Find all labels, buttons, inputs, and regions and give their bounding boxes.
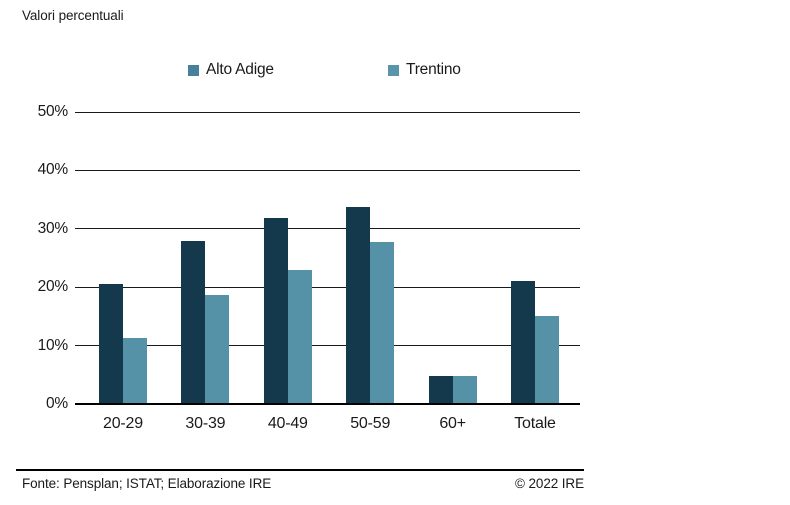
bar-alto-adige-20-29: [99, 284, 123, 404]
bar-group-30-39: [181, 241, 230, 404]
legend-label-trentino: Trentino: [406, 61, 461, 78]
y-tick-40: 40%: [37, 161, 69, 179]
bar-group-40-49: [263, 217, 312, 404]
y-axis: 0% 10% 20% 30% 40% 50%: [14, 104, 69, 412]
x-tick-50-59: 50-59: [350, 415, 391, 432]
gridline-10%: [75, 345, 580, 347]
gridline-20%: [75, 286, 580, 288]
y-tick-50: 50%: [37, 103, 69, 120]
x-tick-40-49: 40-49: [267, 415, 308, 432]
bar-trentino-50-59: [370, 242, 395, 404]
gridline-50%: [75, 111, 580, 113]
legend: Alto Adige Trentino: [0, 61, 790, 81]
bar-alto-adige-totale: [511, 281, 535, 404]
y-tick-20: 20%: [37, 278, 69, 296]
x-tick-20-29: 20-29: [103, 415, 143, 432]
y-tick-10: 10%: [37, 336, 69, 354]
x-axis-line: [75, 402, 580, 405]
footer-copyright: © 2022 IRE: [515, 476, 584, 491]
bar-trentino-30-39: [205, 294, 230, 404]
bar-group-50-59: [346, 207, 395, 404]
legend-marker-alto-adige: [188, 64, 199, 76]
bar-trentino-20-29: [123, 338, 147, 404]
y-tick-30: 30%: [37, 219, 69, 237]
footer-divider: [16, 469, 584, 471]
x-tick-totale: Totale: [514, 415, 556, 432]
bar-alto-adige-60-: [428, 376, 453, 404]
bar-alto-adige-30-39: [181, 241, 206, 404]
bar-trentino-60-: [452, 376, 477, 404]
bar-trentino-totale: [535, 315, 559, 404]
legend-item-trentino: Trentino: [388, 61, 461, 79]
y-tick-0: 0%: [45, 395, 68, 412]
legend-marker-trentino: [388, 64, 399, 76]
x-tick-60-: 60+: [439, 415, 466, 432]
legend-label-alto-adige: Alto Adige: [206, 61, 274, 78]
plot-area: [75, 111, 580, 405]
x-tick-30-39: 30-39: [185, 415, 226, 432]
legend-item-alto-adige: Alto Adige: [188, 61, 274, 79]
bar-alto-adige-50-59: [346, 207, 371, 404]
bar-group-60-: [428, 376, 477, 404]
bar-group-20-29: [99, 284, 147, 404]
footer-source: Fonte: Pensplan; ISTAT; Elaborazione IRE: [22, 476, 272, 491]
gridline-30%: [75, 228, 580, 230]
bar-trentino-40-49: [287, 269, 312, 404]
chart-title: Valori percentuali: [22, 8, 124, 23]
x-axis: 20-29 30-39 40-49 50-59 60+ Totale: [75, 415, 580, 437]
bar-group-totale: [511, 281, 559, 404]
bar-alto-adige-40-49: [263, 217, 288, 404]
gridline-40%: [75, 169, 580, 171]
